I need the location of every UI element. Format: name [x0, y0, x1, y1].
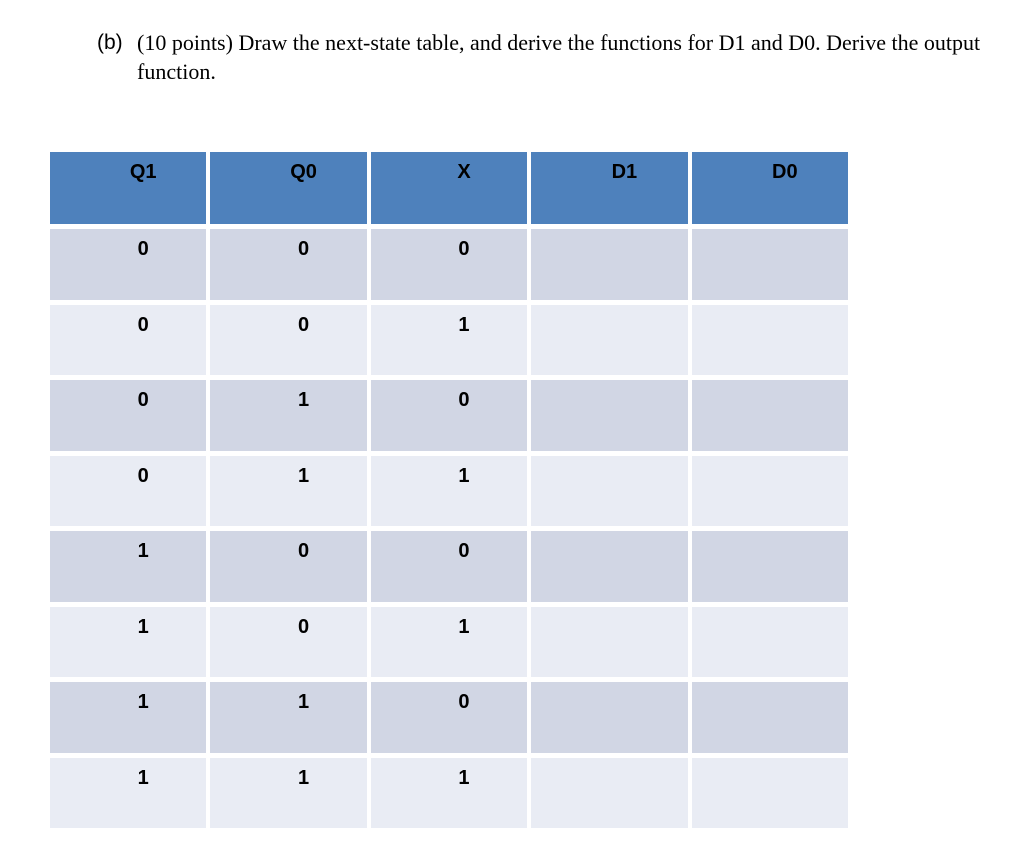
question-item-label: (b): [97, 31, 123, 54]
table-cell-r5-c2: 1: [370, 606, 528, 677]
header-cell-q1: Q1: [50, 152, 207, 224]
table-cell-r3-c2: 1: [370, 455, 528, 526]
table-cell-r1-c0: 0: [50, 304, 207, 375]
table-cell-r1-c3: [531, 304, 688, 375]
table-cell-r0-c1: 0: [210, 229, 367, 300]
table-cell-r5-c4: [691, 606, 848, 677]
table-cell-r3-c4: [691, 455, 848, 526]
table-cell-r6-c1: 1: [210, 682, 367, 753]
table-cell-r7-c3: [531, 757, 688, 828]
table-cell-r4-c3: [531, 531, 688, 602]
table-cell-r2-c3: [531, 380, 688, 451]
table-cell-r0-c4: [691, 229, 848, 300]
next-state-table: Q1 Q0 X D1 D0 0 0 0 0 0 1 0 1 0 0 1 1 1 0 0 1 0 1 1 1 0 1 1 1: [50, 152, 848, 828]
table-cell-r5-c3: [531, 606, 688, 677]
table-cell-r5-c0: 1: [50, 606, 207, 677]
table-cell-r6-c4: [691, 682, 848, 753]
table-cell-r5-c1: 0: [210, 606, 367, 677]
table-cell-r7-c1: 1: [210, 757, 367, 828]
table-cell-r7-c4: [691, 757, 848, 828]
table-cell-r7-c2: 1: [370, 757, 528, 828]
table-cell-r4-c0: 1: [50, 531, 207, 602]
table-cell-r6-c3: [531, 682, 688, 753]
header-cell-q0: Q0: [210, 152, 367, 224]
table-cell-r1-c4: [691, 304, 848, 375]
table-cell-r2-c4: [691, 380, 848, 451]
table-cell-r1-c2: 1: [370, 304, 528, 375]
table-cell-r0-c2: 0: [370, 229, 528, 300]
table-cell-r2-c0: 0: [50, 380, 207, 451]
table-cell-r3-c0: 0: [50, 455, 207, 526]
table-cell-r2-c2: 0: [370, 380, 528, 451]
question-text: (10 points) Draw the next-state table, a…: [137, 30, 981, 84]
question-paragraph: (b) (10 points) Draw the next-state tabl…: [97, 28, 989, 86]
table-cell-r4-c4: [691, 531, 848, 602]
table-cell-r6-c0: 1: [50, 682, 207, 753]
table-cell-r3-c3: [531, 455, 688, 526]
header-cell-d0: D0: [691, 152, 848, 224]
table-cell-r0-c3: [531, 229, 688, 300]
table-cell-r1-c1: 0: [210, 304, 367, 375]
header-cell-x: X: [370, 152, 528, 224]
table-cell-r2-c1: 1: [210, 380, 367, 451]
table-cell-r7-c0: 1: [50, 757, 207, 828]
table-cell-r6-c2: 0: [370, 682, 528, 753]
table-cell-r3-c1: 1: [210, 455, 367, 526]
table-cell-r4-c2: 0: [370, 531, 528, 602]
table-cell-r4-c1: 0: [210, 531, 367, 602]
table-cell-r0-c0: 0: [50, 229, 207, 300]
header-cell-d1: D1: [531, 152, 688, 224]
